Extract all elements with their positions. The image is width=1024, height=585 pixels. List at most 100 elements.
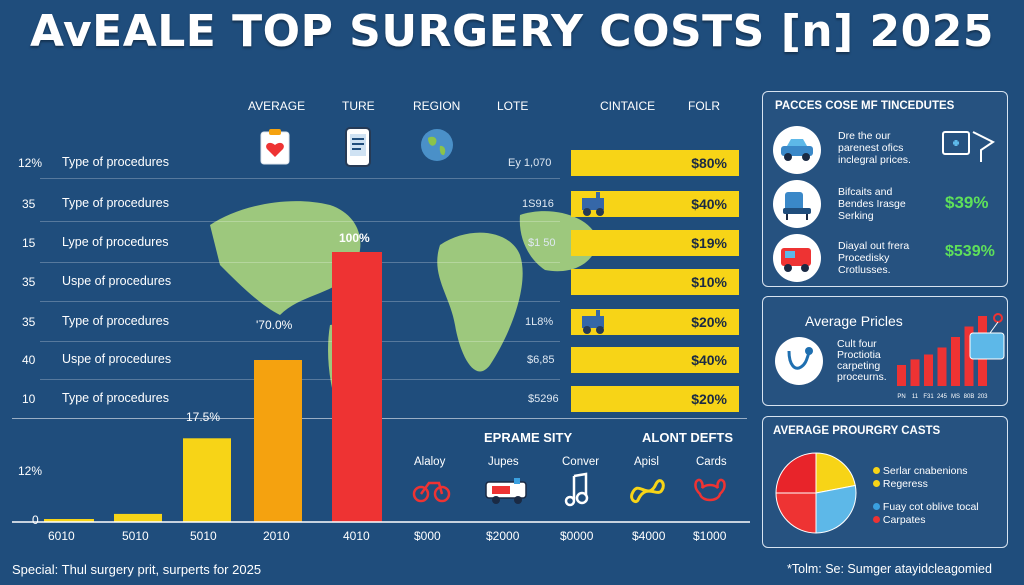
y-axis-label: 12% [18,464,43,478]
header-average: AVERAGE [248,99,306,113]
x-axis-label: 5010 [190,529,217,543]
bar [183,438,231,522]
header-ture: TURE [342,99,375,113]
x-axis-label: 2010 [263,529,290,543]
header-region: REGION [413,99,461,113]
panel-item-text: Diayal out frera Procedisky Crotlusses. [838,240,909,276]
mini-bar [937,347,947,386]
panel-item-value: $539% [945,243,995,260]
row-mid-value: 1S916 [522,198,554,210]
legend-swatch [873,516,880,523]
row-label: Type of procedures [62,314,170,328]
value-bar: $10% [571,269,739,295]
bull-icon [694,478,726,502]
legend-swatch [873,503,880,510]
page-title: AvEALE TOP SURGERY COSTS [n] 2025 [29,6,995,57]
mini-bar [910,359,920,386]
row-mid-value: 1L8% [525,316,554,328]
panel-item-text: Dre the our parenest ofics inclegral pri… [838,130,911,166]
y-axis-label: 40 [22,353,36,367]
text-line: Serking [838,210,874,222]
panel-item-value: $39% [945,193,989,212]
map-north-america [210,201,361,315]
text-line: Bifcaits and [838,186,893,198]
row-mid-value: Ey 1,070 [508,157,552,169]
legend-label: Regeress [882,478,928,490]
mini-bar-label: MS [951,394,960,400]
bottom-item-label: Apisl [634,456,659,468]
bottom-price: $1000 [693,529,727,543]
legend-label: Carpates [882,514,926,526]
chair-icon [773,180,821,228]
row-mid-value: $6,85 [527,354,555,366]
mini-bar [924,354,933,386]
procedures-panel: PACCES COSE MF TINCEDUTES Dre the our pa… [762,91,1008,287]
phone-icon [345,127,371,167]
pie-chart [775,452,857,534]
text-line: parenest ofics [838,142,904,154]
text-line: proceurns. [837,371,887,383]
bottom-item-label: Conver [562,456,600,468]
bar-data-label: '70.0% [256,318,293,332]
vehicle-icon [773,234,821,282]
map-asia [519,211,598,272]
row-divider [40,178,560,179]
mini-bar-label: 203 [977,394,988,400]
pie-slice [815,484,857,534]
y-axis-label: 10 [22,392,36,406]
mini-bar-label: 80B [964,394,975,400]
machine-icon [582,192,604,216]
footer-source: *Tolm: Se: Sumger atayidcleagomied [787,562,992,576]
clipboard-heart-icon [260,129,290,165]
mini-bar-label: PN [897,394,905,400]
row-divider [40,262,560,263]
header-lote: LOTE [497,99,529,113]
footer-note: Special: Thul surgery prit, surperts for… [12,562,262,577]
row-label: Type of procedures [62,196,170,210]
text-line: Proctiotia [837,349,881,361]
car-icon [773,126,821,174]
panel-item-text: Bifcaits and Bendes Irasge Serking [838,186,906,222]
bar-data-label: 100% [339,231,370,245]
value-bar: $19% [571,230,739,256]
mini-bar-label: 245 [937,394,948,400]
pie-panel: AVERAGE PROURGRY CASTS Serlar cnabenions… [762,416,1008,548]
bar [44,519,94,522]
mini-bar [897,365,906,386]
row-divider [40,221,560,222]
mini-bar-label: F31 [923,394,934,400]
legend-item: Fuay cot oblive tocal [873,501,979,513]
bottom-price: $000 [414,529,441,543]
average-prices-panel: Average Pricles Cult four Proctiotia car… [762,296,1008,406]
value-bar: $80% [571,150,739,176]
legend-swatch [873,480,880,487]
text-line: Procedisky [838,252,890,264]
price-tag-icon [969,313,1005,360]
bar [114,513,162,522]
bar-data-label: 17.5% [186,410,221,424]
medical-monitor-icon [942,131,995,162]
header-folr: FOLR [688,99,721,113]
bar [332,252,382,522]
panel-title: AVERAGE PROURGRY CASTS [773,425,941,437]
y-axis-label: 0 [32,513,39,527]
panel-title: Average Pricles [805,313,903,329]
x-axis-label: 4010 [343,529,370,543]
bottom-item-label: Cards [696,456,727,468]
row-label: Uspe of procedures [62,274,172,288]
bike-icon [412,481,451,503]
machine-icon [582,310,604,334]
legend-item: Regeress [873,478,928,490]
bar [254,360,302,522]
row-mid-value: $5296 [528,393,559,405]
y-axis-label: 15 [22,236,36,250]
pie-slice [775,452,817,494]
pie-slice [815,452,856,494]
mini-bar [964,326,974,386]
bottom-price: $2000 [486,529,520,543]
y-axis-label: 35 [22,197,36,211]
mini-bar [951,337,960,386]
legend-label: Fuay cot oblive tocal [882,501,979,513]
